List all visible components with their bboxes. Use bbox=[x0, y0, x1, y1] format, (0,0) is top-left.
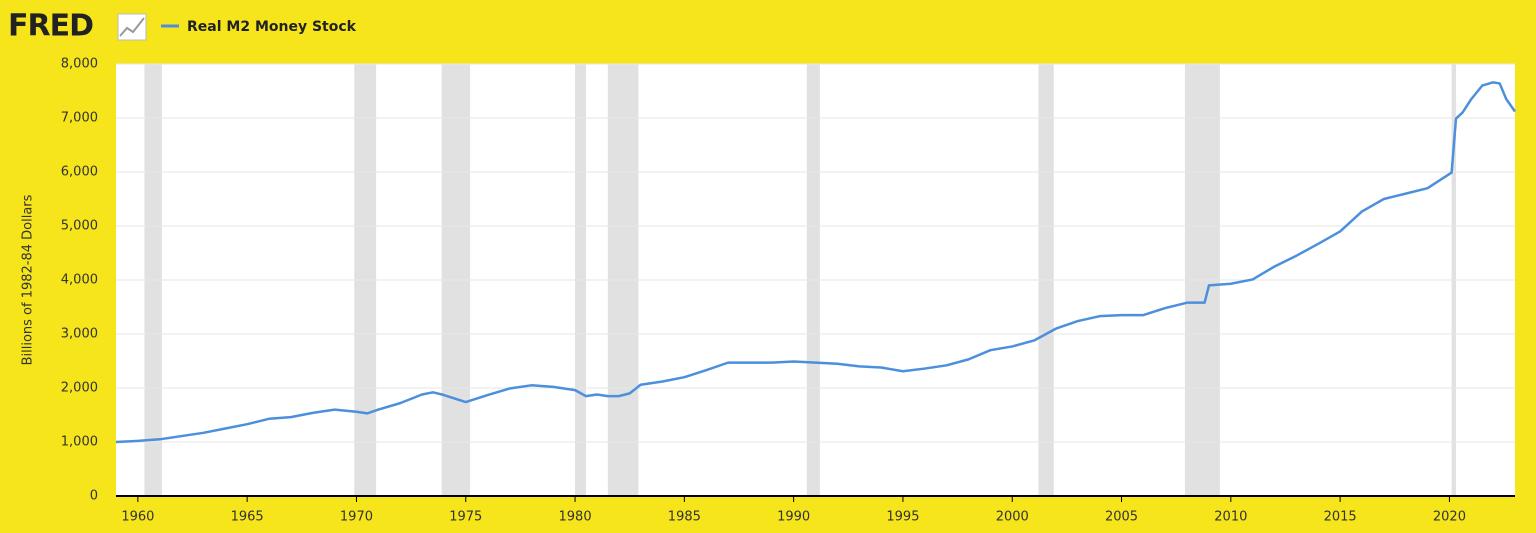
y-axis-label: Billions of 1982-84 Dollars bbox=[21, 194, 36, 365]
logo-icon bbox=[117, 13, 147, 41]
x-tick-label: 2010 bbox=[1214, 510, 1247, 525]
y-tick-label: 1,000 bbox=[61, 435, 98, 450]
x-tick-label: 1995 bbox=[886, 510, 919, 525]
x-tick-label: 1985 bbox=[668, 510, 701, 525]
y-tick-label: 5,000 bbox=[61, 219, 98, 234]
x-tick-label: 1970 bbox=[340, 510, 373, 525]
x-tick-label: 1990 bbox=[777, 510, 810, 525]
x-tick-label: 2020 bbox=[1433, 510, 1466, 525]
x-tick-label: 2015 bbox=[1324, 510, 1357, 525]
y-tick-label: 0 bbox=[90, 489, 98, 504]
logo: FRED bbox=[8, 9, 93, 44]
y-tick-label: 2,000 bbox=[61, 381, 98, 396]
x-tick-label: 2000 bbox=[996, 510, 1029, 525]
y-tick-label: 7,000 bbox=[61, 111, 98, 126]
x-tick-label: 1980 bbox=[559, 510, 592, 525]
y-tick-label: 6,000 bbox=[61, 165, 98, 180]
legend-label: Real M2 Money Stock bbox=[187, 19, 357, 35]
series-line bbox=[115, 81, 1517, 444]
y-tick-label: 3,000 bbox=[61, 327, 98, 342]
y-tick-label: 8,000 bbox=[61, 57, 98, 72]
x-tick-label: 2005 bbox=[1105, 510, 1138, 525]
x-tick-label: 1975 bbox=[449, 510, 482, 525]
y-tick-label: 4,000 bbox=[61, 273, 98, 288]
x-tick-label: 1965 bbox=[231, 510, 264, 525]
x-tick-label: 1960 bbox=[121, 510, 154, 525]
